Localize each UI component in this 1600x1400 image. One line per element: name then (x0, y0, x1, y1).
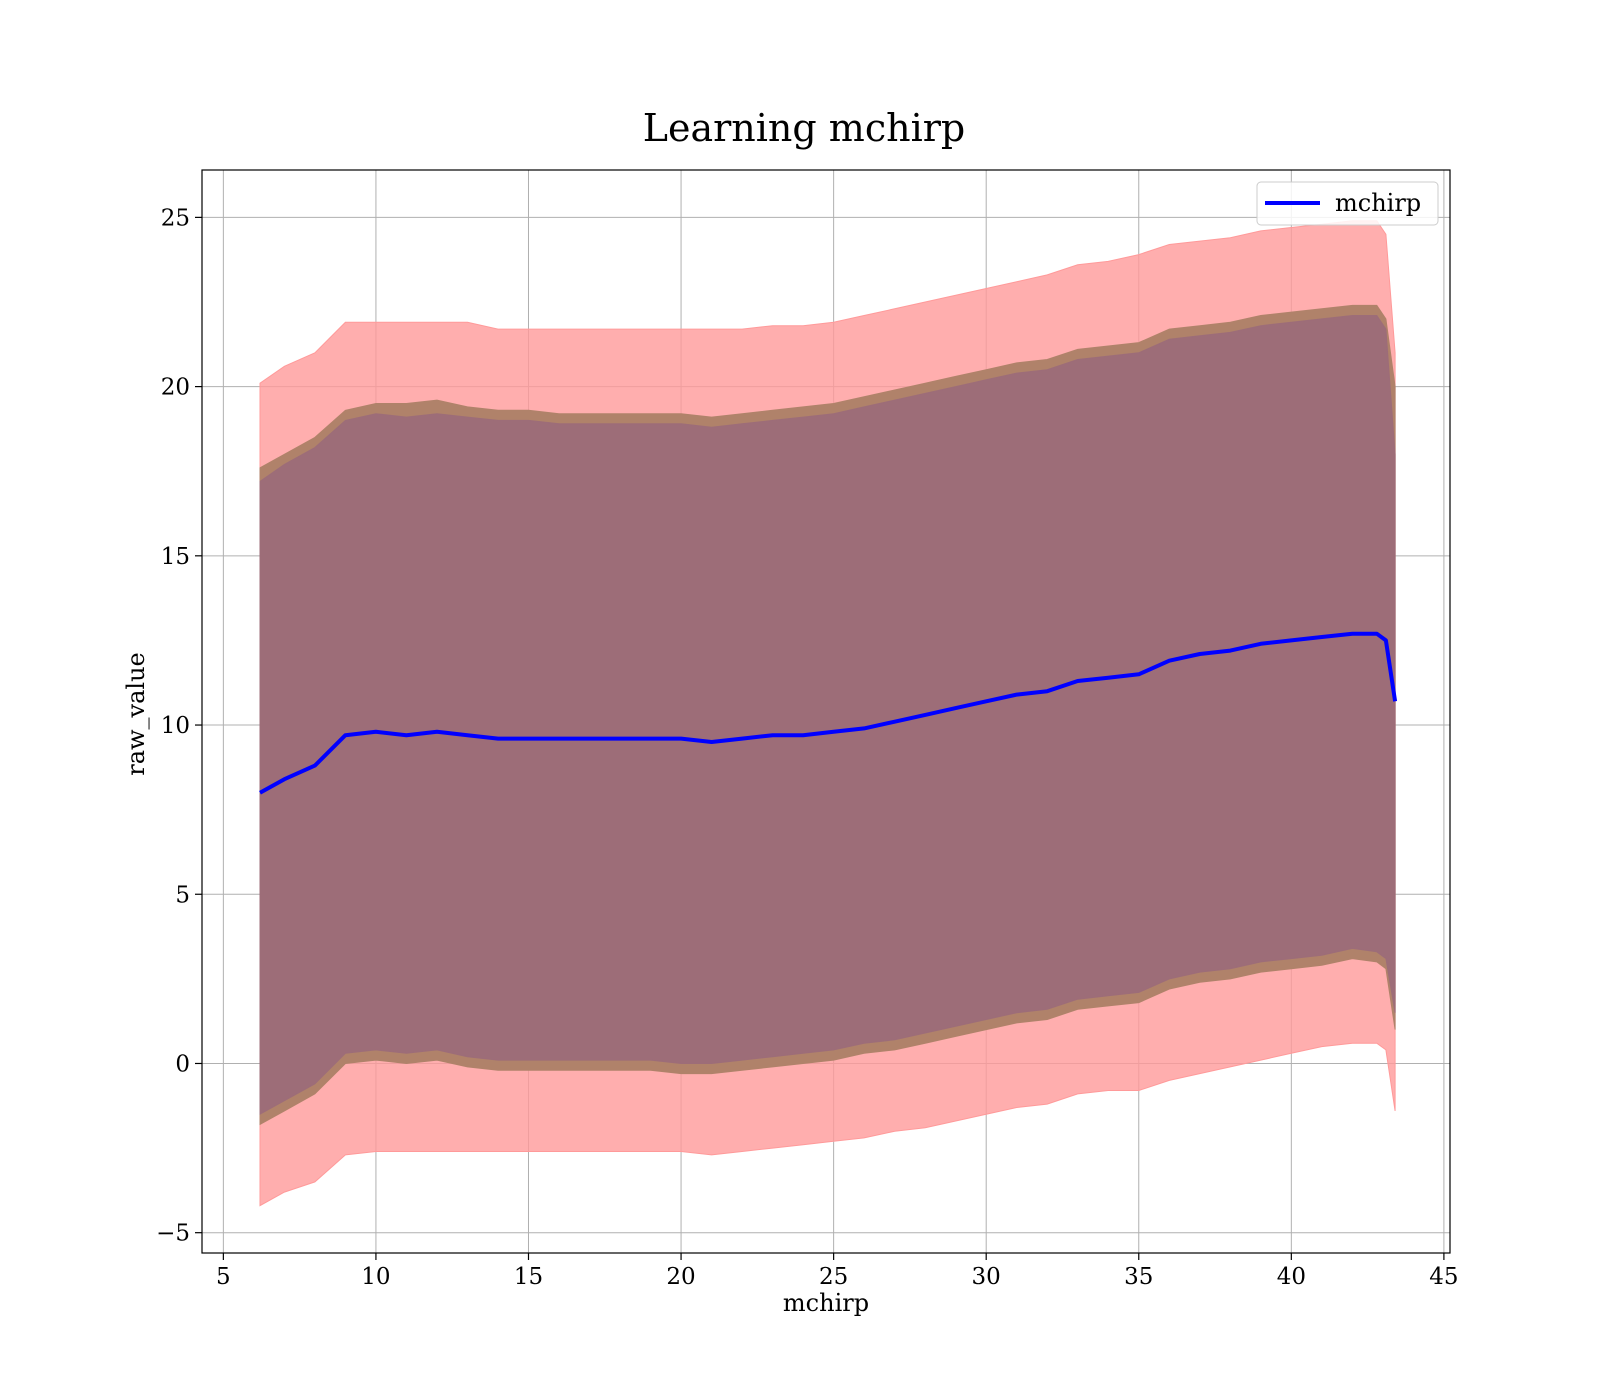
y-axis-label: raw_value (122, 652, 150, 776)
x-tick-label-3: 20 (666, 1264, 695, 1290)
y-tick-label-2: 5 (175, 882, 190, 908)
x-tick-label-2: 15 (514, 1264, 543, 1290)
x-tick-label-6: 35 (1124, 1264, 1153, 1290)
x-tick-label-8: 45 (1429, 1264, 1458, 1290)
x-tick-label-4: 25 (819, 1264, 848, 1290)
x-tick-label-5: 30 (972, 1264, 1001, 1290)
x-axis-label: mchirp (783, 1289, 869, 1317)
legend: mchirp (1256, 181, 1439, 226)
series-lines (259, 631, 1398, 795)
x-axis-ticks: 5 10 15 20 25 30 35 40 45 (216, 1253, 1459, 1290)
plot-area-frame (201, 169, 1451, 1254)
confidence-bands (259, 220, 1396, 1207)
legend-label: mchirp (1335, 189, 1421, 217)
y-tick-label-4: 15 (161, 544, 190, 570)
x-tick-label-7: 40 (1277, 1264, 1306, 1290)
y-tick-label-3: 10 (161, 713, 190, 739)
legend-box (1256, 181, 1439, 226)
y-tick-label-0: −5 (156, 1221, 190, 1247)
y-tick-label-1: 0 (175, 1051, 190, 1077)
y-tick-label-6: 25 (161, 205, 190, 231)
x-tick-label-0: 5 (216, 1264, 231, 1290)
y-tick-label-5: 20 (161, 375, 190, 401)
inner-band (259, 315, 1396, 1116)
y-axis-ticks: −5 0 5 10 15 20 25 (156, 205, 202, 1247)
series-line-mchirp (259, 631, 1398, 795)
chart-title: Learning mchirp (643, 106, 965, 150)
x-tick-label-1: 10 (361, 1264, 390, 1290)
